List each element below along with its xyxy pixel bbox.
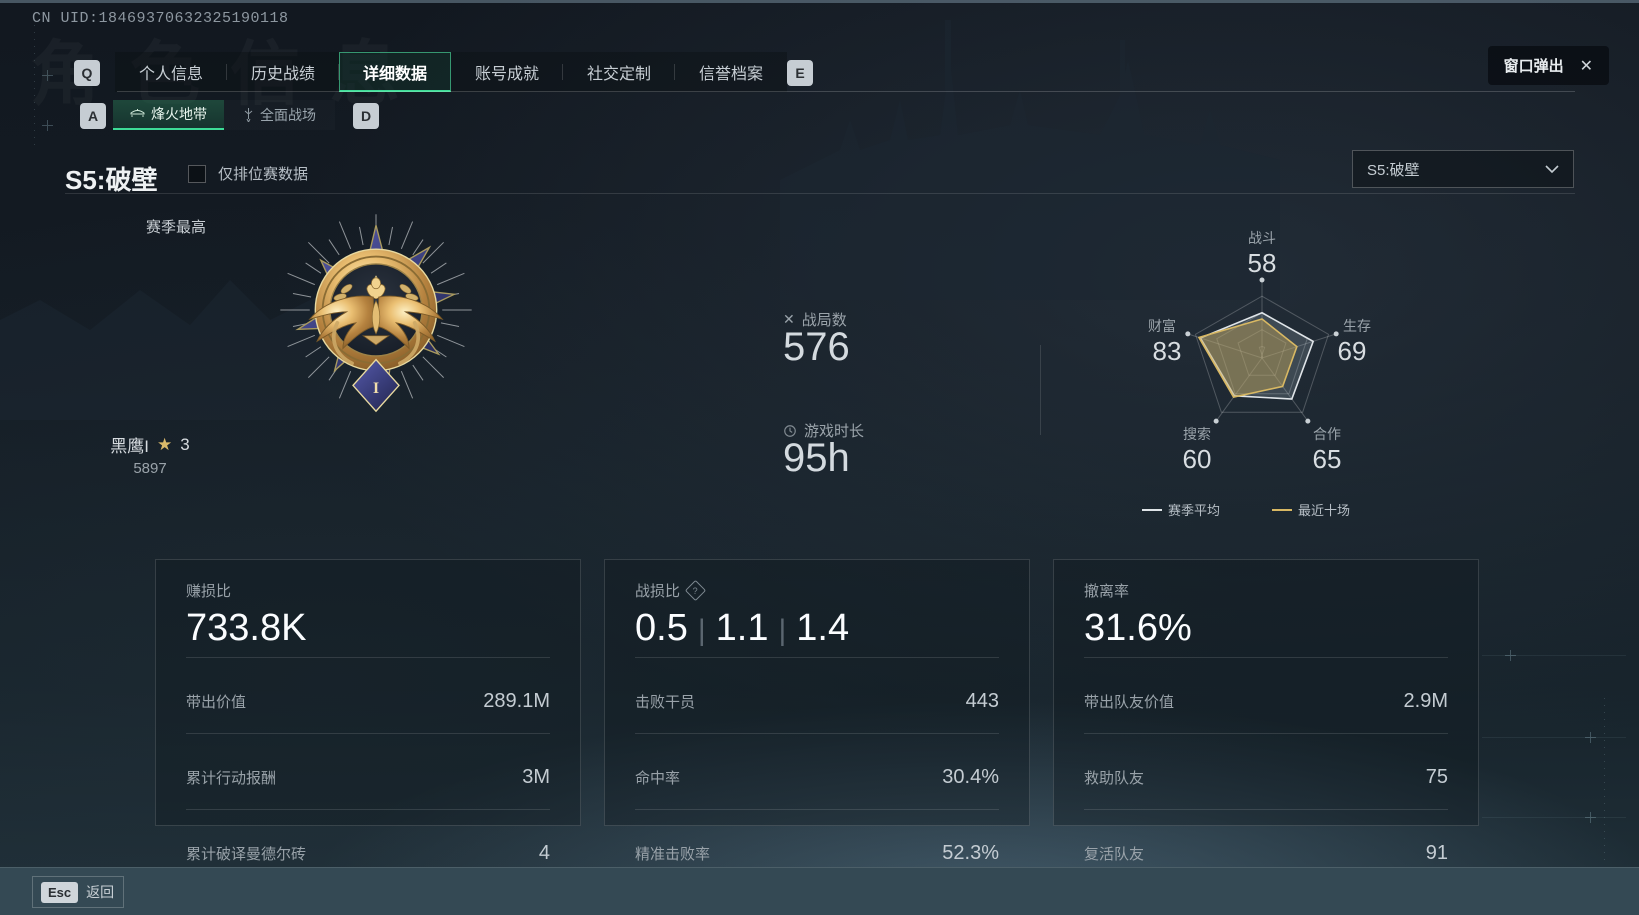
svg-text:I: I [373, 380, 379, 397]
